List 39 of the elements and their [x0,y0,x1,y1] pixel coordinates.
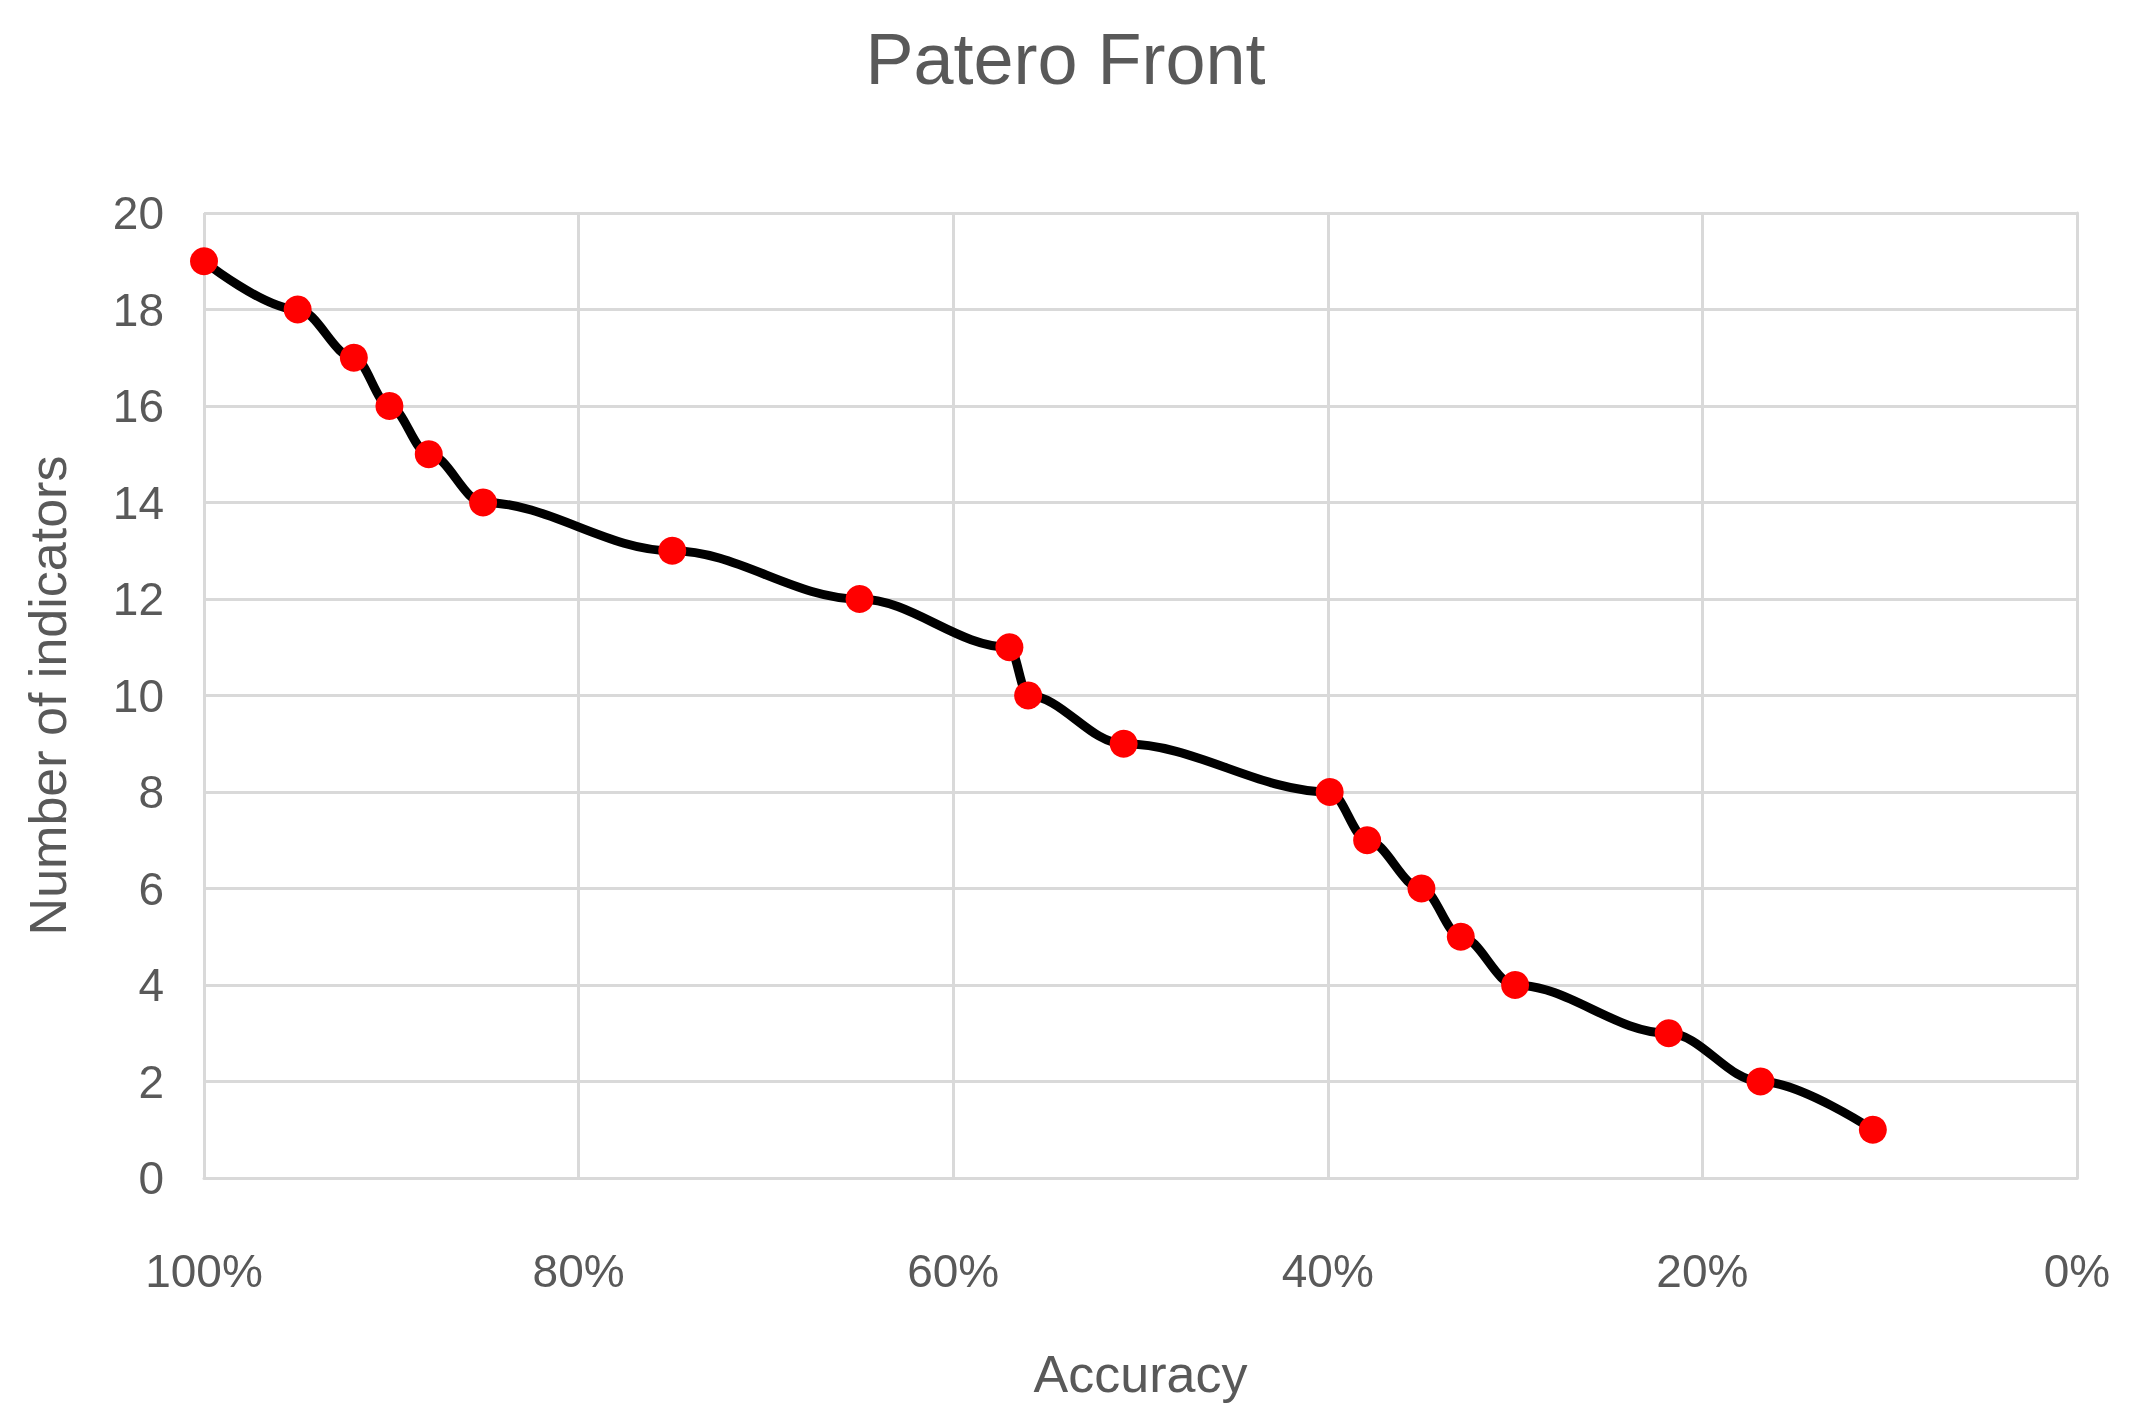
point [995,633,1024,662]
point [469,488,498,517]
point [658,536,687,565]
y-tick-label: 6 [138,862,164,915]
point [339,343,368,372]
x-tick-label: 100% [145,1245,263,1297]
x-axis-title: Accuracy [1033,1345,1248,1403]
point [375,392,404,420]
point [190,247,218,276]
point [845,585,874,613]
point [1014,681,1043,710]
x-tick-label: 0% [2043,1245,2111,1297]
point [1501,971,1530,999]
y-tick-label: 8 [138,766,164,818]
chart-title: Patero Front [865,19,1266,99]
point [1446,922,1475,951]
point [1315,778,1344,806]
point [1654,1019,1683,1048]
point [1858,1115,1887,1144]
y-tick-label: 20 [112,187,164,239]
y-axis-title: Number of indicators [19,455,77,936]
x-tick-label: 40% [1281,1245,1374,1297]
point [1109,729,1138,758]
point [414,440,443,469]
x-tick-label: 60% [907,1245,1000,1297]
y-tick-label: 0 [138,1152,164,1204]
x-tick-label: 20% [1656,1245,1749,1297]
y-tick-label: 18 [112,283,164,336]
y-tick-label: 14 [112,476,164,529]
y-tick-label: 16 [112,380,164,432]
point [1407,874,1436,903]
y-tick-label: 2 [138,1055,164,1108]
y-tick-label: 10 [112,669,164,722]
point [1353,826,1382,855]
y-tick-label: 12 [112,573,164,625]
point [1746,1067,1775,1096]
y-tick-label: 4 [138,959,164,1011]
x-tick-label: 80% [532,1245,625,1297]
point [283,295,312,324]
